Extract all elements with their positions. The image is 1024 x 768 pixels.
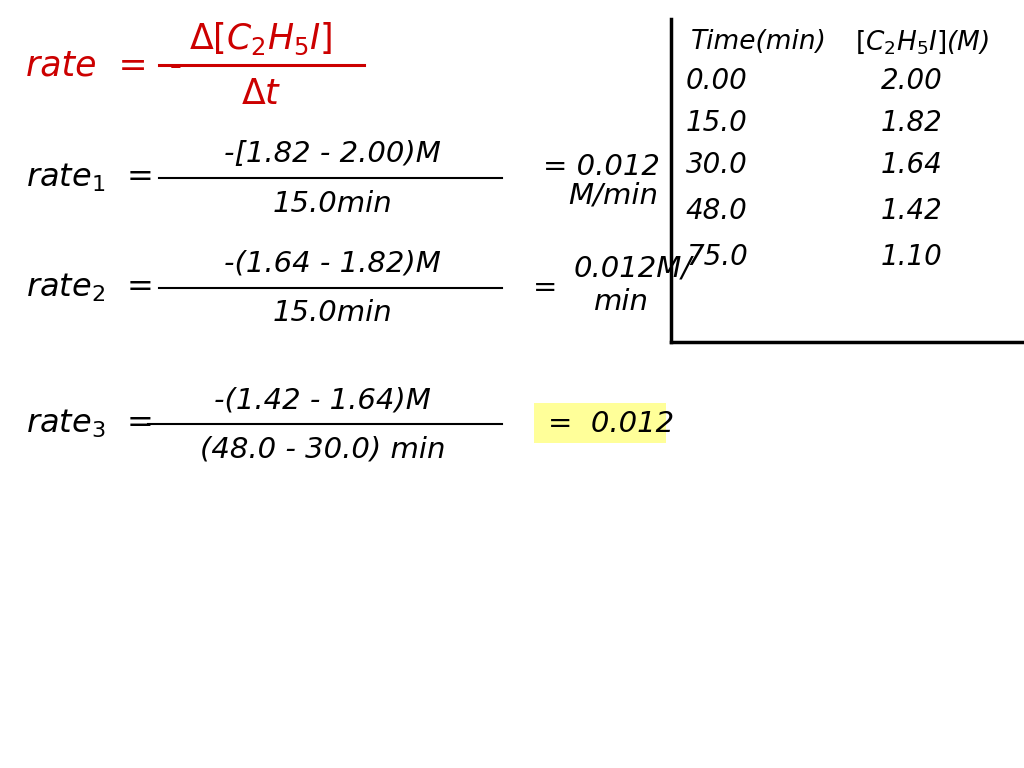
Text: 15.0min: 15.0min	[273, 190, 392, 217]
Text: rate  =  -: rate = -	[26, 48, 181, 82]
Text: =: =	[532, 274, 557, 302]
Text: = 0.012: = 0.012	[543, 154, 659, 181]
Text: rate$_2$  =: rate$_2$ =	[26, 272, 152, 304]
Text: 2.00: 2.00	[881, 67, 942, 94]
Text: 0.00: 0.00	[686, 67, 748, 94]
Text: min: min	[594, 288, 649, 316]
Text: 15.0min: 15.0min	[273, 300, 392, 327]
Text: $\Delta t$: $\Delta t$	[241, 77, 282, 111]
Text: M/min: M/min	[568, 182, 658, 210]
Text: $\Delta[C_2H_5I]$: $\Delta[C_2H_5I]$	[189, 20, 333, 57]
Text: 75.0: 75.0	[686, 243, 748, 271]
Text: 30.0: 30.0	[686, 151, 748, 179]
Text: 48.0: 48.0	[686, 197, 748, 225]
Text: rate$_3$  =: rate$_3$ =	[26, 408, 152, 440]
Text: 1.10: 1.10	[881, 243, 942, 271]
Text: rate$_1$  =: rate$_1$ =	[26, 162, 152, 194]
Text: Time(min): Time(min)	[691, 29, 827, 55]
Text: -[1.82 - 2.00)M: -[1.82 - 2.00)M	[224, 140, 441, 167]
FancyBboxPatch shape	[534, 403, 666, 443]
Text: 1.82: 1.82	[881, 109, 942, 137]
Text: 15.0: 15.0	[686, 109, 748, 137]
Text: 0.012M/: 0.012M/	[573, 255, 691, 283]
Text: 1.64: 1.64	[881, 151, 942, 179]
Text: 1.42: 1.42	[881, 197, 942, 225]
Text: $[C_2H_5I]$(M): $[C_2H_5I]$(M)	[855, 28, 989, 56]
Text: (48.0 - 30.0) min: (48.0 - 30.0) min	[200, 435, 445, 463]
Text: -(1.64 - 1.82)M: -(1.64 - 1.82)M	[224, 250, 441, 277]
Text: -(1.42 - 1.64)M: -(1.42 - 1.64)M	[214, 387, 431, 415]
Text: =  0.012: = 0.012	[548, 410, 674, 438]
